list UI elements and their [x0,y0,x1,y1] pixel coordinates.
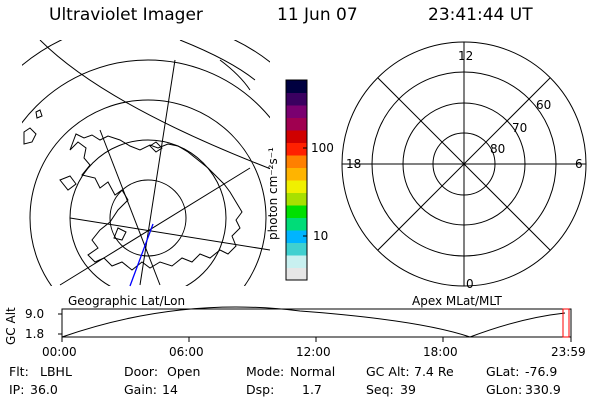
colorbar-band [286,192,307,206]
meridian-line [99,129,161,286]
status-value: 39 [400,382,416,397]
timeline-x-tick: 00:00 [42,345,77,359]
island-outline [113,227,127,241]
colorbar-band [286,80,307,93]
mlat-label-80: 80 [490,142,506,156]
status-key: Mode: [246,364,285,379]
mlat-label-70: 70 [512,121,528,135]
timeline-x-tick: 06:00 [169,345,204,359]
mlt-label-18: 18 [346,157,362,171]
status-key: Flt: [9,364,29,379]
latitude-arc [179,40,256,81]
colorbar-band [286,242,307,256]
latitude-circle [109,179,187,257]
status-key: GLat: [486,364,520,379]
right-map-caption: Apex MLat/MLT [412,294,502,308]
meridian-line [69,217,270,251]
mlt-line-diagonal [377,77,551,251]
colorbar-band [286,155,307,168]
status-value: LBHL [40,364,72,379]
mlat-label-60: 60 [536,98,552,112]
colorbar-band [286,130,307,143]
status-value: 14 [162,382,178,397]
status-value: -76.9 [525,364,558,379]
colorbar-band [286,167,307,181]
current-time-marker [562,308,570,338]
meridian-line [139,59,176,286]
timeline-frame [61,308,572,338]
timeline-y-label: GC Alt [4,307,18,345]
colorbar-band [286,255,307,268]
timeline-y-tick: 1.8 [25,327,45,341]
status-value: Normal [290,364,336,379]
mlt-label-0: 0 [466,277,474,291]
status-key: IP: [9,382,25,397]
timeline-x-tick: 12:00 [296,345,331,359]
status-key: GC Alt: [366,364,410,379]
time-label: 23:41:44 UT [428,5,533,25]
instrument-title: Ultraviolet Imager [49,5,203,25]
polar-plot [341,41,587,287]
timeline-y-tick: 9.0 [25,307,45,321]
colorbar-band [286,205,307,218]
colorbar [286,80,307,281]
status-value: Open [167,364,201,379]
colorbar-band [286,217,307,231]
colorbar-unit-label: photon cm⁻²s⁻¹ [266,147,280,240]
colorbar-tick-label: 10 [313,229,329,243]
latitude-arc [219,59,251,91]
colorbar-band [286,142,307,156]
antarctica-coastline [69,133,243,271]
colorbar-band [286,92,307,106]
status-value: 7.4 Re [414,364,454,379]
island-outline [149,141,163,153]
colorbar-band [286,267,307,281]
colorbar-band [286,117,307,131]
mlt-label-6: 6 [575,157,583,171]
status-key: Dsp: [246,382,275,397]
left-map-caption: Geographic Lat/Lon [68,294,186,308]
colorbar-band [286,230,307,243]
island-outline [35,109,43,119]
geographic-map [22,40,270,286]
altitude-curve [61,306,566,338]
date-label: 11 Jun 07 [277,5,358,25]
colorbar-tick-label: 100 [311,141,334,155]
altitude-timeline [58,306,572,342]
latitude-circle [29,99,267,286]
ground-track-line [129,223,154,287]
colorbar-band [286,180,307,193]
latitude-arc [39,40,270,170]
status-value: 330.9 [525,382,561,397]
status-value: 1.7 [302,382,322,397]
status-key: GLon: [486,382,523,397]
timeline-x-tick: 23:59 [551,345,586,359]
meridian-line [59,167,251,286]
status-key: Door: [124,364,159,379]
timeline-x-tick: 18:00 [423,345,458,359]
colorbar-frame [285,79,308,281]
colorbar-band [286,105,307,118]
island-outline [59,175,77,191]
status-key: Gain: [124,382,157,397]
status-value: 36.0 [30,382,58,397]
status-key: Seq: [366,382,394,397]
mlt-label-12: 12 [458,49,474,63]
latitude-circle [22,59,270,124]
island-outline [23,127,37,145]
